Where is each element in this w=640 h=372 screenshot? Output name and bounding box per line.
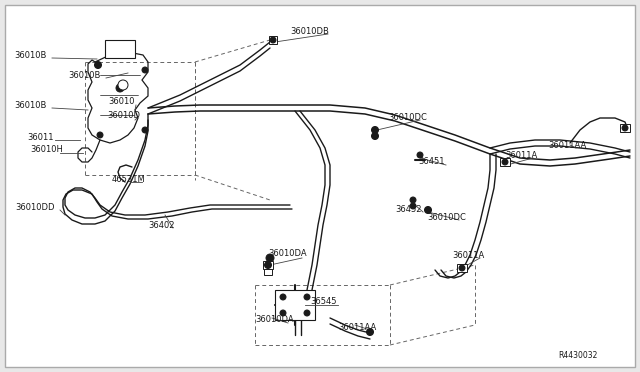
Circle shape bbox=[459, 265, 465, 271]
Text: 36010D: 36010D bbox=[107, 112, 140, 121]
Text: 36545: 36545 bbox=[310, 298, 337, 307]
Text: 36011A: 36011A bbox=[452, 250, 484, 260]
Text: 36010: 36010 bbox=[108, 97, 134, 106]
Text: 36402: 36402 bbox=[148, 221, 175, 230]
Text: 36011: 36011 bbox=[27, 132, 54, 141]
Text: 36011AA: 36011AA bbox=[338, 323, 376, 331]
Text: 36010B: 36010B bbox=[68, 71, 100, 80]
Circle shape bbox=[116, 84, 124, 92]
Text: 46531M: 46531M bbox=[112, 174, 146, 183]
Circle shape bbox=[371, 126, 378, 134]
Text: 36010H: 36010H bbox=[30, 145, 63, 154]
Circle shape bbox=[118, 80, 128, 90]
Text: 36010DC: 36010DC bbox=[388, 112, 427, 122]
Text: 36011A: 36011A bbox=[505, 151, 537, 160]
Circle shape bbox=[622, 125, 628, 131]
Text: 36010B: 36010B bbox=[14, 100, 46, 109]
Circle shape bbox=[280, 310, 286, 316]
Circle shape bbox=[142, 67, 148, 73]
Bar bbox=[269, 36, 277, 44]
Circle shape bbox=[502, 159, 508, 165]
Circle shape bbox=[410, 203, 416, 209]
Text: 36451: 36451 bbox=[418, 157, 445, 167]
Text: 36010DA: 36010DA bbox=[268, 250, 307, 259]
Text: 36010DA: 36010DA bbox=[255, 315, 294, 324]
Bar bbox=[263, 261, 273, 269]
Text: 36452: 36452 bbox=[395, 205, 422, 214]
Circle shape bbox=[304, 294, 310, 300]
Circle shape bbox=[97, 132, 103, 138]
Circle shape bbox=[142, 127, 148, 133]
Circle shape bbox=[304, 310, 310, 316]
Text: 36010DD: 36010DD bbox=[15, 202, 54, 212]
Bar bbox=[275, 290, 315, 320]
Bar bbox=[105, 40, 135, 58]
Circle shape bbox=[424, 206, 431, 214]
Text: 36010B: 36010B bbox=[14, 51, 46, 60]
Circle shape bbox=[280, 294, 286, 300]
Text: 36010DB: 36010DB bbox=[290, 26, 329, 35]
Circle shape bbox=[264, 262, 271, 269]
Bar bbox=[264, 269, 272, 275]
Bar bbox=[457, 264, 467, 272]
Circle shape bbox=[95, 61, 102, 68]
Text: 36010DC: 36010DC bbox=[427, 212, 466, 221]
Bar bbox=[500, 158, 510, 166]
Bar bbox=[620, 124, 630, 132]
Circle shape bbox=[266, 254, 274, 262]
Circle shape bbox=[270, 37, 276, 43]
Text: 36011AA: 36011AA bbox=[548, 141, 586, 150]
Circle shape bbox=[371, 132, 378, 140]
Circle shape bbox=[417, 152, 423, 158]
Text: R4430032: R4430032 bbox=[558, 350, 597, 359]
Circle shape bbox=[410, 197, 416, 203]
Circle shape bbox=[367, 328, 374, 336]
